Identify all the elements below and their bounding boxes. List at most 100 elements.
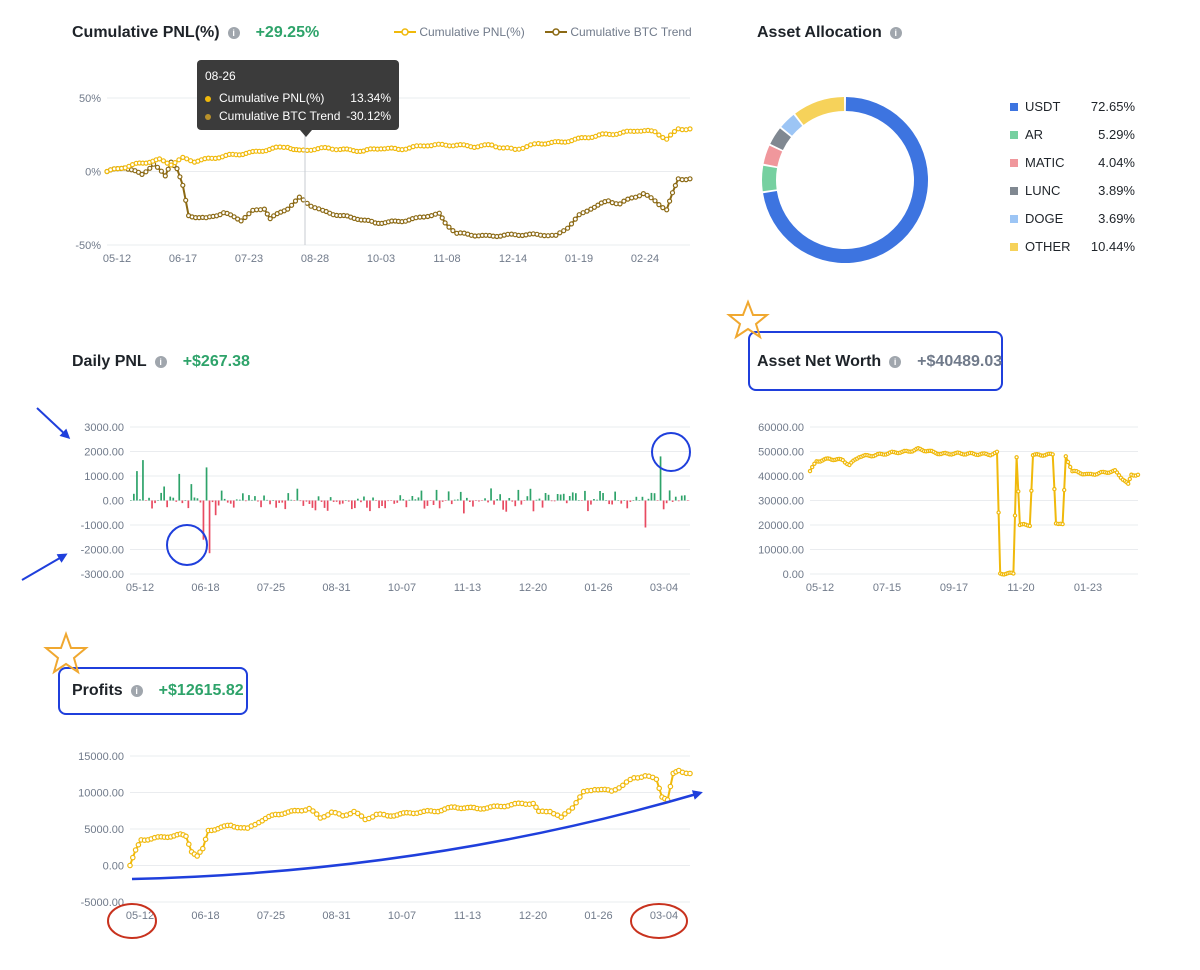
daily-pnl-bar: [481, 500, 483, 501]
daily-pnl-bar: [335, 500, 338, 502]
daily-pnl-bar: [178, 473, 181, 501]
daily-pnl-bar: [175, 500, 178, 502]
x-tick-label: 08-31: [322, 910, 350, 922]
cumulative-pnl-title-text: Cumulative PNL(%): [72, 24, 220, 41]
daily-pnl-bar: [344, 500, 347, 501]
x-tick-label: 11-13: [454, 582, 481, 594]
cumulative-pnl-point: [667, 132, 674, 138]
daily-pnl-bar: [396, 500, 399, 503]
daily-pnl-bar: [190, 484, 193, 501]
daily-pnl-bar: [541, 500, 544, 508]
x-tick-label: 03-04: [650, 582, 678, 594]
profits-point: [186, 841, 192, 848]
tooltip-row-btc: Cumulative BTC Trend -30.12%: [205, 109, 391, 125]
x-tick-label: 10-07: [388, 910, 416, 922]
daily-pnl-bar: [578, 500, 580, 501]
y-tick-label: 0%: [85, 167, 101, 179]
x-tick-label: 11-20: [1007, 582, 1034, 594]
cumulative-pnl-point: [184, 156, 190, 162]
daily-pnl-bar: [599, 491, 601, 501]
legend-item-lunc[interactable]: LUNC 3.89%: [1010, 183, 1135, 201]
daily-pnl-bar: [290, 499, 293, 501]
legend-cumulative-pnl[interactable]: Cumulative PNL(%): [394, 25, 525, 39]
legend-asset-name: AR: [1025, 127, 1044, 142]
profits-point: [129, 854, 136, 861]
x-tick-label: 06-18: [191, 582, 219, 594]
asset-allocation-donut[interactable]: [755, 90, 940, 275]
x-tick-label: 12-20: [519, 910, 547, 922]
daily-pnl-bar: [665, 500, 668, 504]
legend-item-ar[interactable]: AR 5.29%: [1010, 127, 1135, 145]
legend-item-other[interactable]: OTHER 10.44%: [1010, 239, 1135, 257]
legend-item-doge[interactable]: DOGE 3.69%: [1010, 211, 1135, 229]
y-tick-label: 15000.00: [78, 751, 124, 763]
daily-pnl-bar: [205, 467, 208, 501]
info-icon[interactable]: i: [130, 685, 143, 697]
daily-pnl-bar: [632, 500, 635, 501]
tooltip-series-value: 13.34%: [350, 91, 391, 105]
daily-pnl-bar: [469, 500, 471, 502]
daily-pnl-bar: [493, 500, 495, 505]
net-worth-point: [1012, 513, 1018, 518]
donut-slice-doge: [781, 114, 803, 136]
profits-title: Profits i +$12615.82: [72, 682, 244, 700]
legend-item-usdt[interactable]: USDT 72.65%: [1010, 99, 1135, 117]
btc-trend-point: [666, 198, 673, 204]
daily-pnl-bar: [166, 500, 168, 508]
btc-trend-point: [561, 228, 567, 234]
profits-point: [619, 782, 626, 789]
legend-swatch-icon: [1010, 103, 1018, 111]
legend-item-matic[interactable]: MATIC 4.04%: [1010, 155, 1135, 173]
daily-pnl-bar: [683, 495, 686, 501]
daily-pnl-bar: [211, 500, 214, 503]
daily-pnl-bar: [157, 500, 159, 501]
profits-chart[interactable]: 15000.00 10000.00 5000.00 0.00 -5000.0005-12…: [70, 745, 700, 940]
profits-point: [569, 805, 576, 811]
y-tick-label: -3000.00: [81, 569, 124, 581]
x-tick-label: 11-08: [433, 253, 460, 265]
daily-pnl-bar: [547, 494, 550, 501]
daily-pnl-bar: [638, 500, 641, 501]
daily-pnl-bar: [565, 500, 568, 504]
net-worth-point: [1011, 571, 1016, 576]
daily-pnl-bar: [650, 492, 653, 501]
btc-trend-point: [656, 201, 662, 208]
daily-pnl-bar: [266, 499, 268, 501]
btc-trend-point: [672, 182, 679, 189]
info-icon[interactable]: i: [227, 27, 240, 39]
daily-pnl-bar: [184, 500, 187, 501]
daily-pnl-bar: [160, 492, 162, 501]
daily-pnl-bar: [499, 494, 501, 501]
daily-pnl-bar: [278, 500, 280, 503]
btc-trend-point: [261, 206, 267, 212]
daily-pnl-bar: [354, 500, 356, 509]
net-worth-point: [994, 449, 1000, 455]
asset-allocation-title-text: Asset Allocation: [757, 24, 882, 41]
daily-pnl-chart[interactable]: 3000.00 2000.00 1000.00 0.00 -1000.00 -2000.0…: [70, 415, 700, 600]
y-tick-label: 10000.00: [758, 545, 804, 557]
daily-pnl-bar: [332, 500, 335, 502]
btc-trend-line: [106, 160, 691, 238]
daily-pnl-bar: [647, 498, 650, 501]
daily-pnl-bar: [463, 500, 465, 514]
cumulative-pnl-chart[interactable]: 50% 0% -50%05-12 06-17 07-23 08-28 10-03 11-08 1…: [70, 85, 700, 270]
daily-pnl-bar: [411, 496, 414, 501]
net-worth-point: [812, 461, 817, 467]
asset-net-worth-chart[interactable]: 60000.00 50000.00 40000.00 30000.00 20000.00…: [735, 415, 1145, 600]
info-icon[interactable]: i: [889, 356, 902, 368]
info-icon[interactable]: i: [889, 27, 902, 39]
legend-asset-name: DOGE: [1025, 211, 1064, 226]
daily-pnl-bar: [223, 498, 226, 501]
info-icon[interactable]: i: [154, 356, 167, 368]
cumulative-pnl-point: [172, 159, 178, 166]
btc-trend-point: [648, 195, 654, 201]
cumulative-pnl-point: [656, 132, 662, 138]
daily-pnl-bar: [687, 500, 689, 501]
daily-pnl-bar: [553, 500, 556, 502]
legend-btc-trend[interactable]: Cumulative BTC Trend: [545, 25, 692, 39]
profits-point: [616, 785, 622, 791]
daily-pnl-bar: [311, 500, 314, 508]
daily-pnl-bar: [199, 500, 202, 503]
daily-pnl-value: +$267.38: [182, 353, 250, 370]
daily-pnl-bar: [142, 460, 144, 501]
